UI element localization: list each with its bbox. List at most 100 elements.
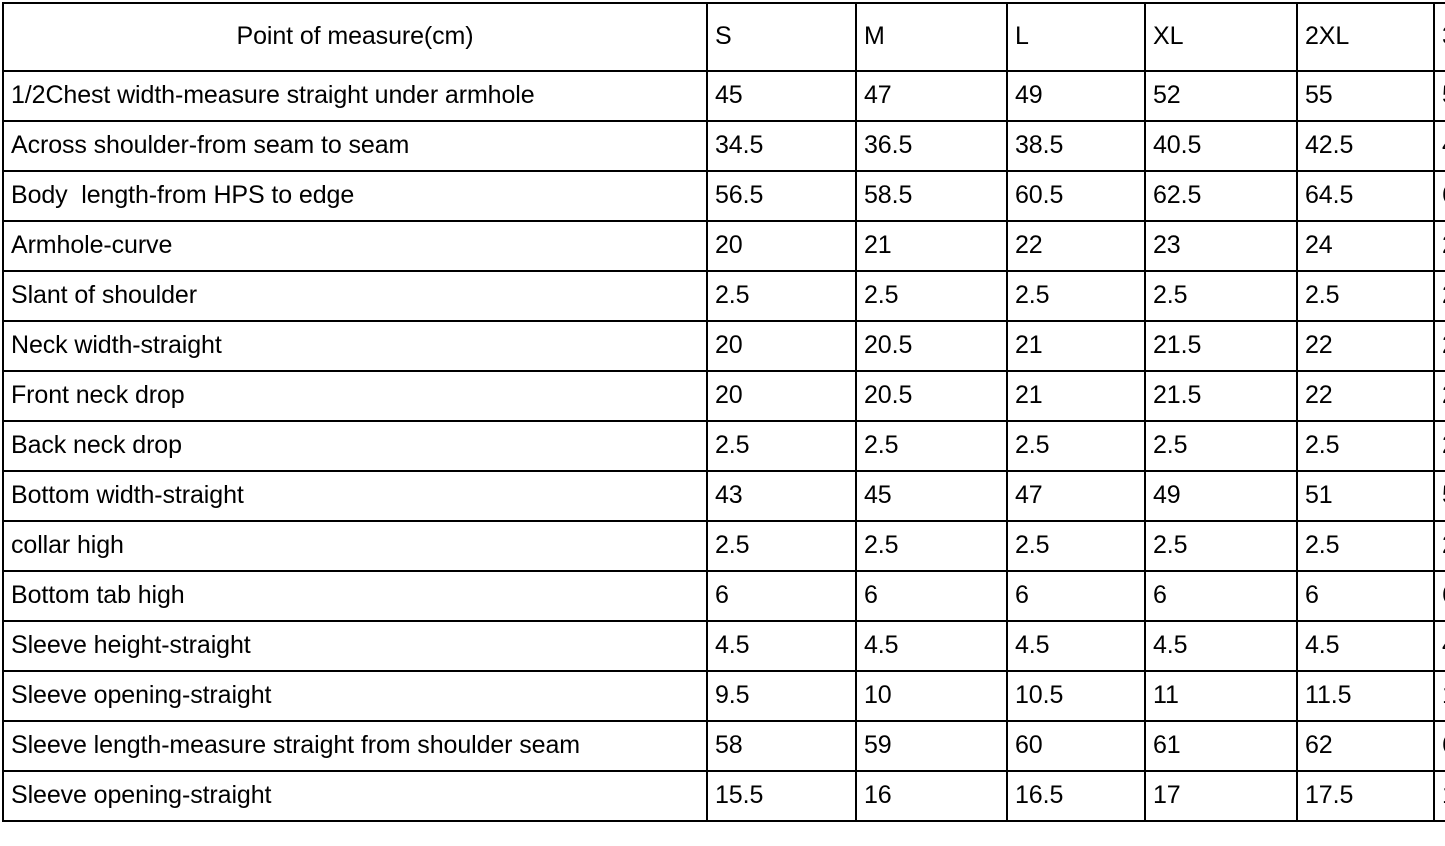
measurement-value-l: 6 <box>1006 570 1146 622</box>
header-row: Point of measure(cm) S M L XL 2XL 3XL <box>2 2 1445 72</box>
measurement-value-xl: 17 <box>1144 770 1298 822</box>
table-header: Point of measure(cm) S M L XL 2XL 3XL <box>2 2 1445 72</box>
measurement-value-m: 6 <box>855 570 1008 622</box>
measurement-value-xl: 2.5 <box>1144 270 1298 322</box>
measurement-value-l: 4.5 <box>1006 620 1146 672</box>
table-row: Armhole-curve202122232425 <box>2 220 1445 272</box>
measurement-value-xl: 23 <box>1144 220 1298 272</box>
measurement-value-l: 47 <box>1006 470 1146 522</box>
measurement-label: Front neck drop <box>2 370 708 422</box>
measurement-value-s: 2.5 <box>706 270 857 322</box>
measurement-value-xl: 21.5 <box>1144 320 1298 372</box>
measurement-value-m: 58.5 <box>855 170 1008 222</box>
measurement-value-2xl: 64.5 <box>1296 170 1435 222</box>
measurement-value-3xl: 66.5 <box>1433 170 1445 222</box>
measurement-value-s: 20 <box>706 220 857 272</box>
measurement-value-m: 2.5 <box>855 520 1008 572</box>
measurement-value-3xl: 2.5 <box>1433 420 1445 472</box>
table-row: Body length-from HPS to edge 56.5 58.5 60.5… <box>2 170 1445 222</box>
table-row: 1/2Chest width-measure straight under ar… <box>2 70 1445 122</box>
measurement-value-2xl: 55 <box>1296 70 1435 122</box>
measurement-value-m: 2.5 <box>855 420 1008 472</box>
header-size-m: M <box>855 2 1008 72</box>
measurement-label: Back neck drop <box>2 420 708 472</box>
measurement-label: Body length-from HPS to edge <box>2 170 708 222</box>
measurement-value-2xl: 2.5 <box>1296 420 1435 472</box>
measurement-value-m: 10 <box>855 670 1008 722</box>
measurement-value-l: 60 <box>1006 720 1146 772</box>
measurement-value-m: 21 <box>855 220 1008 272</box>
measurement-value-s: 34.5 <box>706 120 857 172</box>
measurement-value-3xl: 53 <box>1433 470 1445 522</box>
measurement-value-s: 43 <box>706 470 857 522</box>
measurement-label: Bottom width-straight <box>2 470 708 522</box>
measurement-value-m: 20.5 <box>855 370 1008 422</box>
measurement-value-m: 4.5 <box>855 620 1008 672</box>
measurement-value-l: 60.5 <box>1006 170 1146 222</box>
measurement-label: Sleeve opening-straight <box>2 770 708 822</box>
measurement-value-3xl: 12 <box>1433 670 1445 722</box>
measurement-value-3xl: 63 <box>1433 720 1445 772</box>
measurement-value-3xl: 6 <box>1433 570 1445 622</box>
measurement-value-s: 2.5 <box>706 520 857 572</box>
measurement-value-l: 22 <box>1006 220 1146 272</box>
measurement-value-l: 49 <box>1006 70 1146 122</box>
measurement-value-2xl: 62 <box>1296 720 1435 772</box>
measurement-value-s: 20 <box>706 370 857 422</box>
table-body: 1/2Chest width-measure straight under ar… <box>2 70 1445 822</box>
measurement-value-xl: 6 <box>1144 570 1298 622</box>
measurement-value-m: 36.5 <box>855 120 1008 172</box>
measurement-value-s: 4.5 <box>706 620 857 672</box>
measurement-value-3xl: 2.5 <box>1433 520 1445 572</box>
measurement-label: 1/2Chest width-measure straight under ar… <box>2 70 708 122</box>
measurement-value-3xl: 25 <box>1433 220 1445 272</box>
header-size-xl: XL <box>1144 2 1298 72</box>
measurement-value-2xl: 24 <box>1296 220 1435 272</box>
measurement-value-l: 2.5 <box>1006 270 1146 322</box>
measurement-value-l: 16.5 <box>1006 770 1146 822</box>
measurement-value-l: 21 <box>1006 370 1146 422</box>
header-size-s: S <box>706 2 857 72</box>
measurement-value-2xl: 17.5 <box>1296 770 1435 822</box>
measurement-label: Sleeve length-measure straight from shou… <box>2 720 708 772</box>
measurement-value-s: 15.5 <box>706 770 857 822</box>
measurement-value-s: 2.5 <box>706 420 857 472</box>
measurement-value-m: 20.5 <box>855 320 1008 372</box>
measurement-value-xl: 52 <box>1144 70 1298 122</box>
measurement-value-3xl: 4.5 <box>1433 620 1445 672</box>
measurement-value-s: 6 <box>706 570 857 622</box>
measurement-value-3xl: 22.5 <box>1433 370 1445 422</box>
measurement-value-2xl: 11.5 <box>1296 670 1435 722</box>
measurement-value-xl: 61 <box>1144 720 1298 772</box>
measurement-value-xl: 49 <box>1144 470 1298 522</box>
measurement-value-m: 16 <box>855 770 1008 822</box>
table-row: Bottom tab high666666 <box>2 570 1445 622</box>
measurement-value-2xl: 2.5 <box>1296 520 1435 572</box>
measurement-value-l: 2.5 <box>1006 520 1146 572</box>
measurement-value-m: 47 <box>855 70 1008 122</box>
table-row: Sleeve length-measure straight from shou… <box>2 720 1445 772</box>
header-size-2xl: 2XL <box>1296 2 1435 72</box>
measurement-value-3xl: 58 <box>1433 70 1445 122</box>
measurement-value-2xl: 42.5 <box>1296 120 1435 172</box>
measurement-value-s: 56.5 <box>706 170 857 222</box>
measurement-label: collar high <box>2 520 708 572</box>
measurement-value-2xl: 2.5 <box>1296 270 1435 322</box>
measurement-value-m: 59 <box>855 720 1008 772</box>
measurement-value-xl: 2.5 <box>1144 520 1298 572</box>
measurement-value-2xl: 6 <box>1296 570 1435 622</box>
measurement-value-3xl: 18 <box>1433 770 1445 822</box>
measurement-value-l: 38.5 <box>1006 120 1146 172</box>
measurement-value-l: 2.5 <box>1006 420 1146 472</box>
measurement-value-l: 21 <box>1006 320 1146 372</box>
measurement-label: Sleeve opening-straight <box>2 670 708 722</box>
size-chart-container: Point of measure(cm) S M L XL 2XL 3XL 1/… <box>2 2 1445 822</box>
measurement-value-3xl: 44.5 <box>1433 120 1445 172</box>
measurement-value-3xl: 2.5 <box>1433 270 1445 322</box>
header-point-of-measure: Point of measure(cm) <box>2 2 708 72</box>
